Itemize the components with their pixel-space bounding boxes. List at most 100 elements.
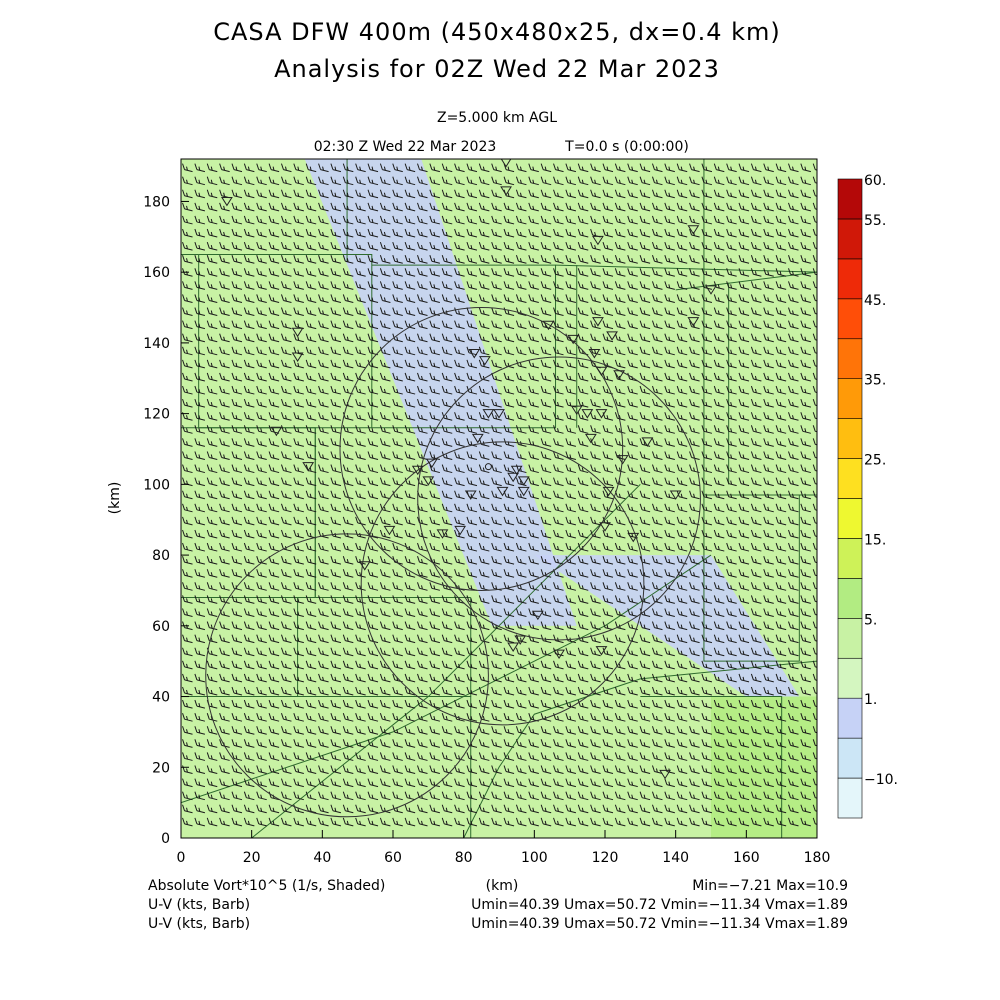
wind-barb bbox=[676, 268, 688, 277]
wind-barb bbox=[342, 477, 354, 487]
wind-barb bbox=[392, 372, 403, 382]
wind-barb bbox=[379, 398, 391, 408]
wind-barb bbox=[478, 490, 490, 500]
wind-barb bbox=[503, 778, 515, 788]
wind-barb bbox=[515, 713, 527, 722]
wind-barb bbox=[293, 176, 304, 186]
wind-barb bbox=[429, 241, 440, 251]
wind-barb bbox=[676, 425, 688, 434]
wind-barb bbox=[664, 385, 675, 395]
wind-barb bbox=[404, 215, 416, 225]
wind-barb bbox=[268, 660, 280, 670]
wind-barb bbox=[182, 451, 193, 460]
wind-barb bbox=[243, 372, 255, 382]
wind-barb bbox=[565, 608, 577, 617]
wind-barb bbox=[454, 412, 465, 421]
wind-barb bbox=[256, 268, 267, 277]
wind-barb bbox=[503, 464, 515, 474]
wind-barb bbox=[775, 621, 787, 631]
wind-barb bbox=[763, 503, 774, 513]
wind-barb bbox=[750, 307, 762, 317]
wind-barb bbox=[256, 307, 267, 317]
wind-barb bbox=[701, 477, 713, 487]
wind-barb bbox=[206, 529, 218, 539]
wind-barb bbox=[206, 555, 218, 565]
wind-barb bbox=[763, 241, 774, 251]
wind-barb bbox=[478, 569, 490, 578]
wind-barb bbox=[590, 464, 601, 474]
wind-barb bbox=[318, 359, 329, 369]
wind-barb bbox=[280, 163, 292, 173]
wind-barb bbox=[775, 634, 787, 644]
wind-barb bbox=[268, 307, 280, 317]
wind-barb bbox=[515, 163, 527, 173]
wind-barb bbox=[293, 529, 304, 539]
wind-barb bbox=[726, 385, 737, 395]
wind-barb bbox=[355, 699, 366, 709]
wind-barb bbox=[318, 752, 329, 761]
wind-barb bbox=[417, 699, 428, 709]
wind-barb bbox=[206, 359, 218, 369]
wind-barb bbox=[565, 516, 577, 526]
wind-barb bbox=[503, 176, 515, 186]
wind-barb bbox=[466, 686, 478, 696]
wind-barb bbox=[651, 398, 663, 408]
wind-barb bbox=[243, 542, 255, 552]
wind-barb bbox=[305, 608, 317, 617]
wind-barb bbox=[750, 595, 762, 604]
radar-site-marker bbox=[507, 642, 520, 652]
wind-barb bbox=[194, 726, 206, 735]
wind-barb bbox=[775, 595, 787, 604]
wind-barb bbox=[639, 464, 651, 474]
wind-barb bbox=[379, 294, 391, 303]
wind-barb bbox=[330, 569, 342, 578]
wind-barb bbox=[738, 163, 750, 173]
wind-barb bbox=[602, 215, 614, 225]
wind-barb bbox=[750, 529, 762, 539]
wind-barb bbox=[367, 555, 379, 565]
wind-barb bbox=[429, 320, 440, 330]
wind-barb bbox=[627, 320, 638, 330]
wind-barb bbox=[404, 202, 416, 212]
wind-barb bbox=[367, 215, 379, 225]
wind-barb bbox=[243, 673, 255, 683]
wind-barb bbox=[775, 516, 787, 526]
wind-barb bbox=[800, 686, 811, 696]
wind-barb bbox=[429, 503, 440, 513]
wind-barb bbox=[268, 686, 280, 696]
wind-barb bbox=[293, 451, 304, 460]
wind-barb bbox=[491, 726, 502, 735]
wind-barb bbox=[553, 699, 564, 709]
wind-barb bbox=[689, 255, 700, 264]
wind-barb bbox=[342, 555, 354, 565]
wind-barb bbox=[689, 385, 700, 395]
wind-barb bbox=[664, 739, 675, 748]
wind-barb bbox=[676, 176, 688, 186]
wind-barb bbox=[676, 739, 688, 748]
wind-barb bbox=[614, 542, 626, 552]
wind-barb bbox=[800, 241, 811, 251]
wind-barb bbox=[342, 673, 354, 683]
wind-barb bbox=[268, 542, 280, 552]
wind-barb bbox=[602, 294, 614, 303]
colorbar-swatch bbox=[837, 458, 863, 499]
wind-barb bbox=[417, 647, 428, 657]
wind-barb bbox=[305, 241, 317, 251]
wind-barb bbox=[182, 673, 193, 683]
wind-barb bbox=[243, 294, 255, 303]
wind-barb bbox=[602, 372, 614, 382]
wind-barb bbox=[441, 490, 453, 500]
wind-barb bbox=[664, 320, 675, 330]
wind-barb bbox=[800, 202, 811, 212]
wind-barb bbox=[392, 451, 403, 460]
wind-barb bbox=[528, 425, 539, 434]
wind-barb bbox=[429, 268, 440, 277]
wind-barb bbox=[713, 385, 725, 395]
wind-barb bbox=[379, 778, 391, 788]
county-line-17 bbox=[181, 554, 712, 804]
wind-barb bbox=[590, 621, 601, 631]
wind-barb bbox=[515, 281, 527, 290]
wind-barb bbox=[738, 608, 750, 617]
wind-barb bbox=[454, 451, 465, 460]
wind-barb bbox=[763, 595, 774, 604]
